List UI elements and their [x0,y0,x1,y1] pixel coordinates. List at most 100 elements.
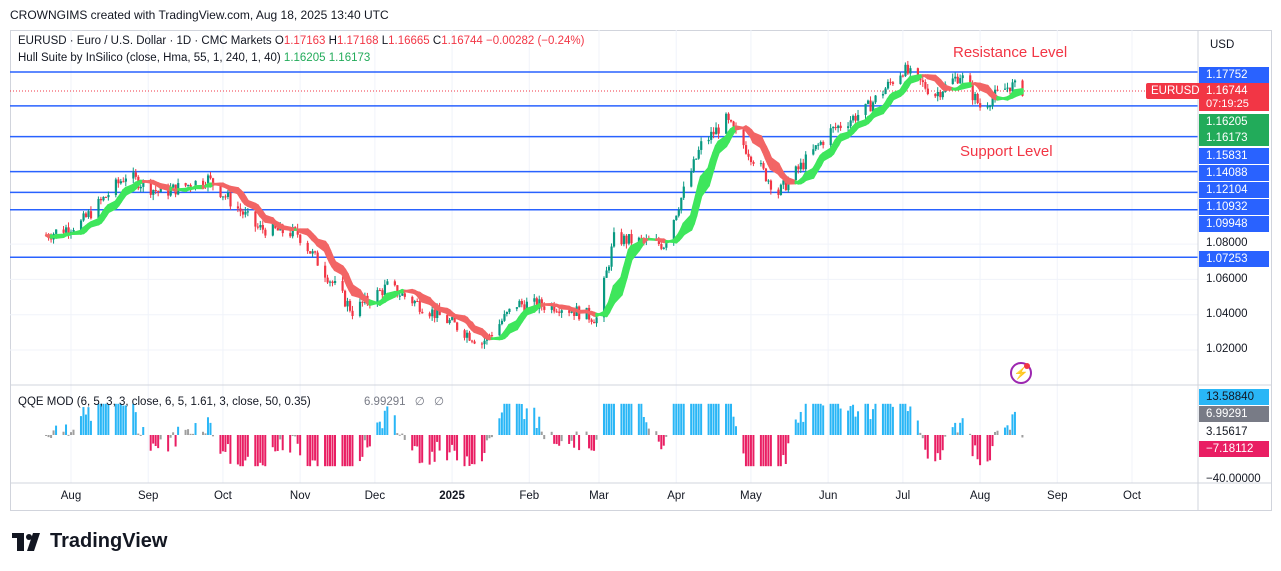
qqe-bar [605,403,608,435]
qqe-bar [866,403,869,435]
qqe-bar [346,435,349,467]
candle-body [901,75,905,77]
candle-body [500,320,504,325]
qqe-bar [682,403,685,435]
qqe-bar [169,435,172,438]
qqe-bar [508,403,511,435]
candle-body [934,94,937,97]
qqe-bar [959,422,962,435]
qqe-bar [817,403,820,435]
candle-body [393,281,396,286]
qqe-bar [174,435,177,447]
qqe-bar [204,433,207,435]
qqe-bar [555,435,558,445]
candle-body [1006,87,1009,89]
qqe-bar [299,435,302,456]
candle-body [869,100,872,112]
candle-body [87,211,90,217]
candle-body [832,126,835,129]
candle-body [483,340,486,345]
qqe-bar [343,435,346,467]
qqe-bar [67,434,70,436]
candle-body [1013,80,1017,83]
candle-body [413,301,416,304]
notification-dot-icon [1024,363,1030,369]
qqe-bar [107,404,110,435]
price-label: 1.10932 [1199,199,1269,215]
candle-body [744,145,748,154]
candle-body [418,301,421,312]
candle-body [762,163,765,169]
candle-body [139,186,142,189]
candle-body [326,277,329,283]
qqe-bar [189,433,192,435]
price-tick: 1.02000 [1206,343,1248,355]
candle-body [593,321,596,324]
candle-body [799,162,802,170]
candle-body [620,232,623,245]
candle-body [712,131,715,135]
qqe-bar [211,435,214,437]
qqe-bar [742,435,745,454]
candle-body [503,314,506,321]
lightning-icon[interactable]: ⚡ [1010,362,1032,384]
candle-body [660,244,663,249]
candle-body [817,144,820,146]
price-label: 1.15831 [1199,148,1269,164]
qqe-bar [1011,414,1014,435]
candle-body [752,162,755,164]
candle-body [974,93,977,101]
price-chart[interactable] [10,30,1272,511]
qqe-bar [226,435,229,445]
candle-body [677,210,680,216]
candle-body [299,234,302,243]
qqe-bar [1021,435,1024,438]
candle-body [700,141,703,150]
candle-body [570,311,573,313]
qqe-bar [396,433,399,435]
candle-body [236,206,240,209]
qqe-bar [470,435,473,465]
qqe-bar [70,432,72,435]
candle-body [986,106,989,108]
candle-body [411,296,414,304]
candle-body [324,265,327,278]
candle-body [259,225,262,228]
qqe-bar [939,435,942,460]
qqe-bar [550,431,553,435]
price-label: 1.16173 [1199,130,1269,146]
candle-body [152,189,155,195]
chart-credit: CROWNGIMS created with TradingView.com, … [10,8,389,22]
qqe-bar [172,432,175,435]
candle-body [936,91,939,97]
qqe-bar [610,403,613,435]
hull-band [44,74,1024,341]
qqe-bar [326,435,329,467]
qqe-bar [376,422,379,435]
qqe-bar [466,435,469,457]
candle-body [695,158,698,160]
qqe-bar [812,403,815,435]
qqe-bar [976,435,979,460]
candle-body [159,187,162,193]
candle-body [428,313,431,317]
price-label: 1.07253 [1199,251,1269,267]
currency-button[interactable]: USD [1210,39,1235,51]
qqe-bar [246,435,249,457]
candle-body [466,332,469,338]
candle-body [102,196,105,201]
qqe-bar [316,435,319,467]
candle-body [401,293,404,296]
candle-body [849,120,852,127]
qqe-bar [747,435,750,467]
brand-name: TradingView [50,530,168,552]
qqe-bar [874,403,877,435]
candle-body [378,290,382,292]
price-label: 1.09948 [1199,216,1269,232]
qqe-bar [446,435,449,461]
qqe-bar [784,435,787,465]
qqe-bar [413,435,416,447]
candle-body [622,235,626,245]
qqe-bar [279,435,282,440]
qqe-bar [456,435,459,461]
